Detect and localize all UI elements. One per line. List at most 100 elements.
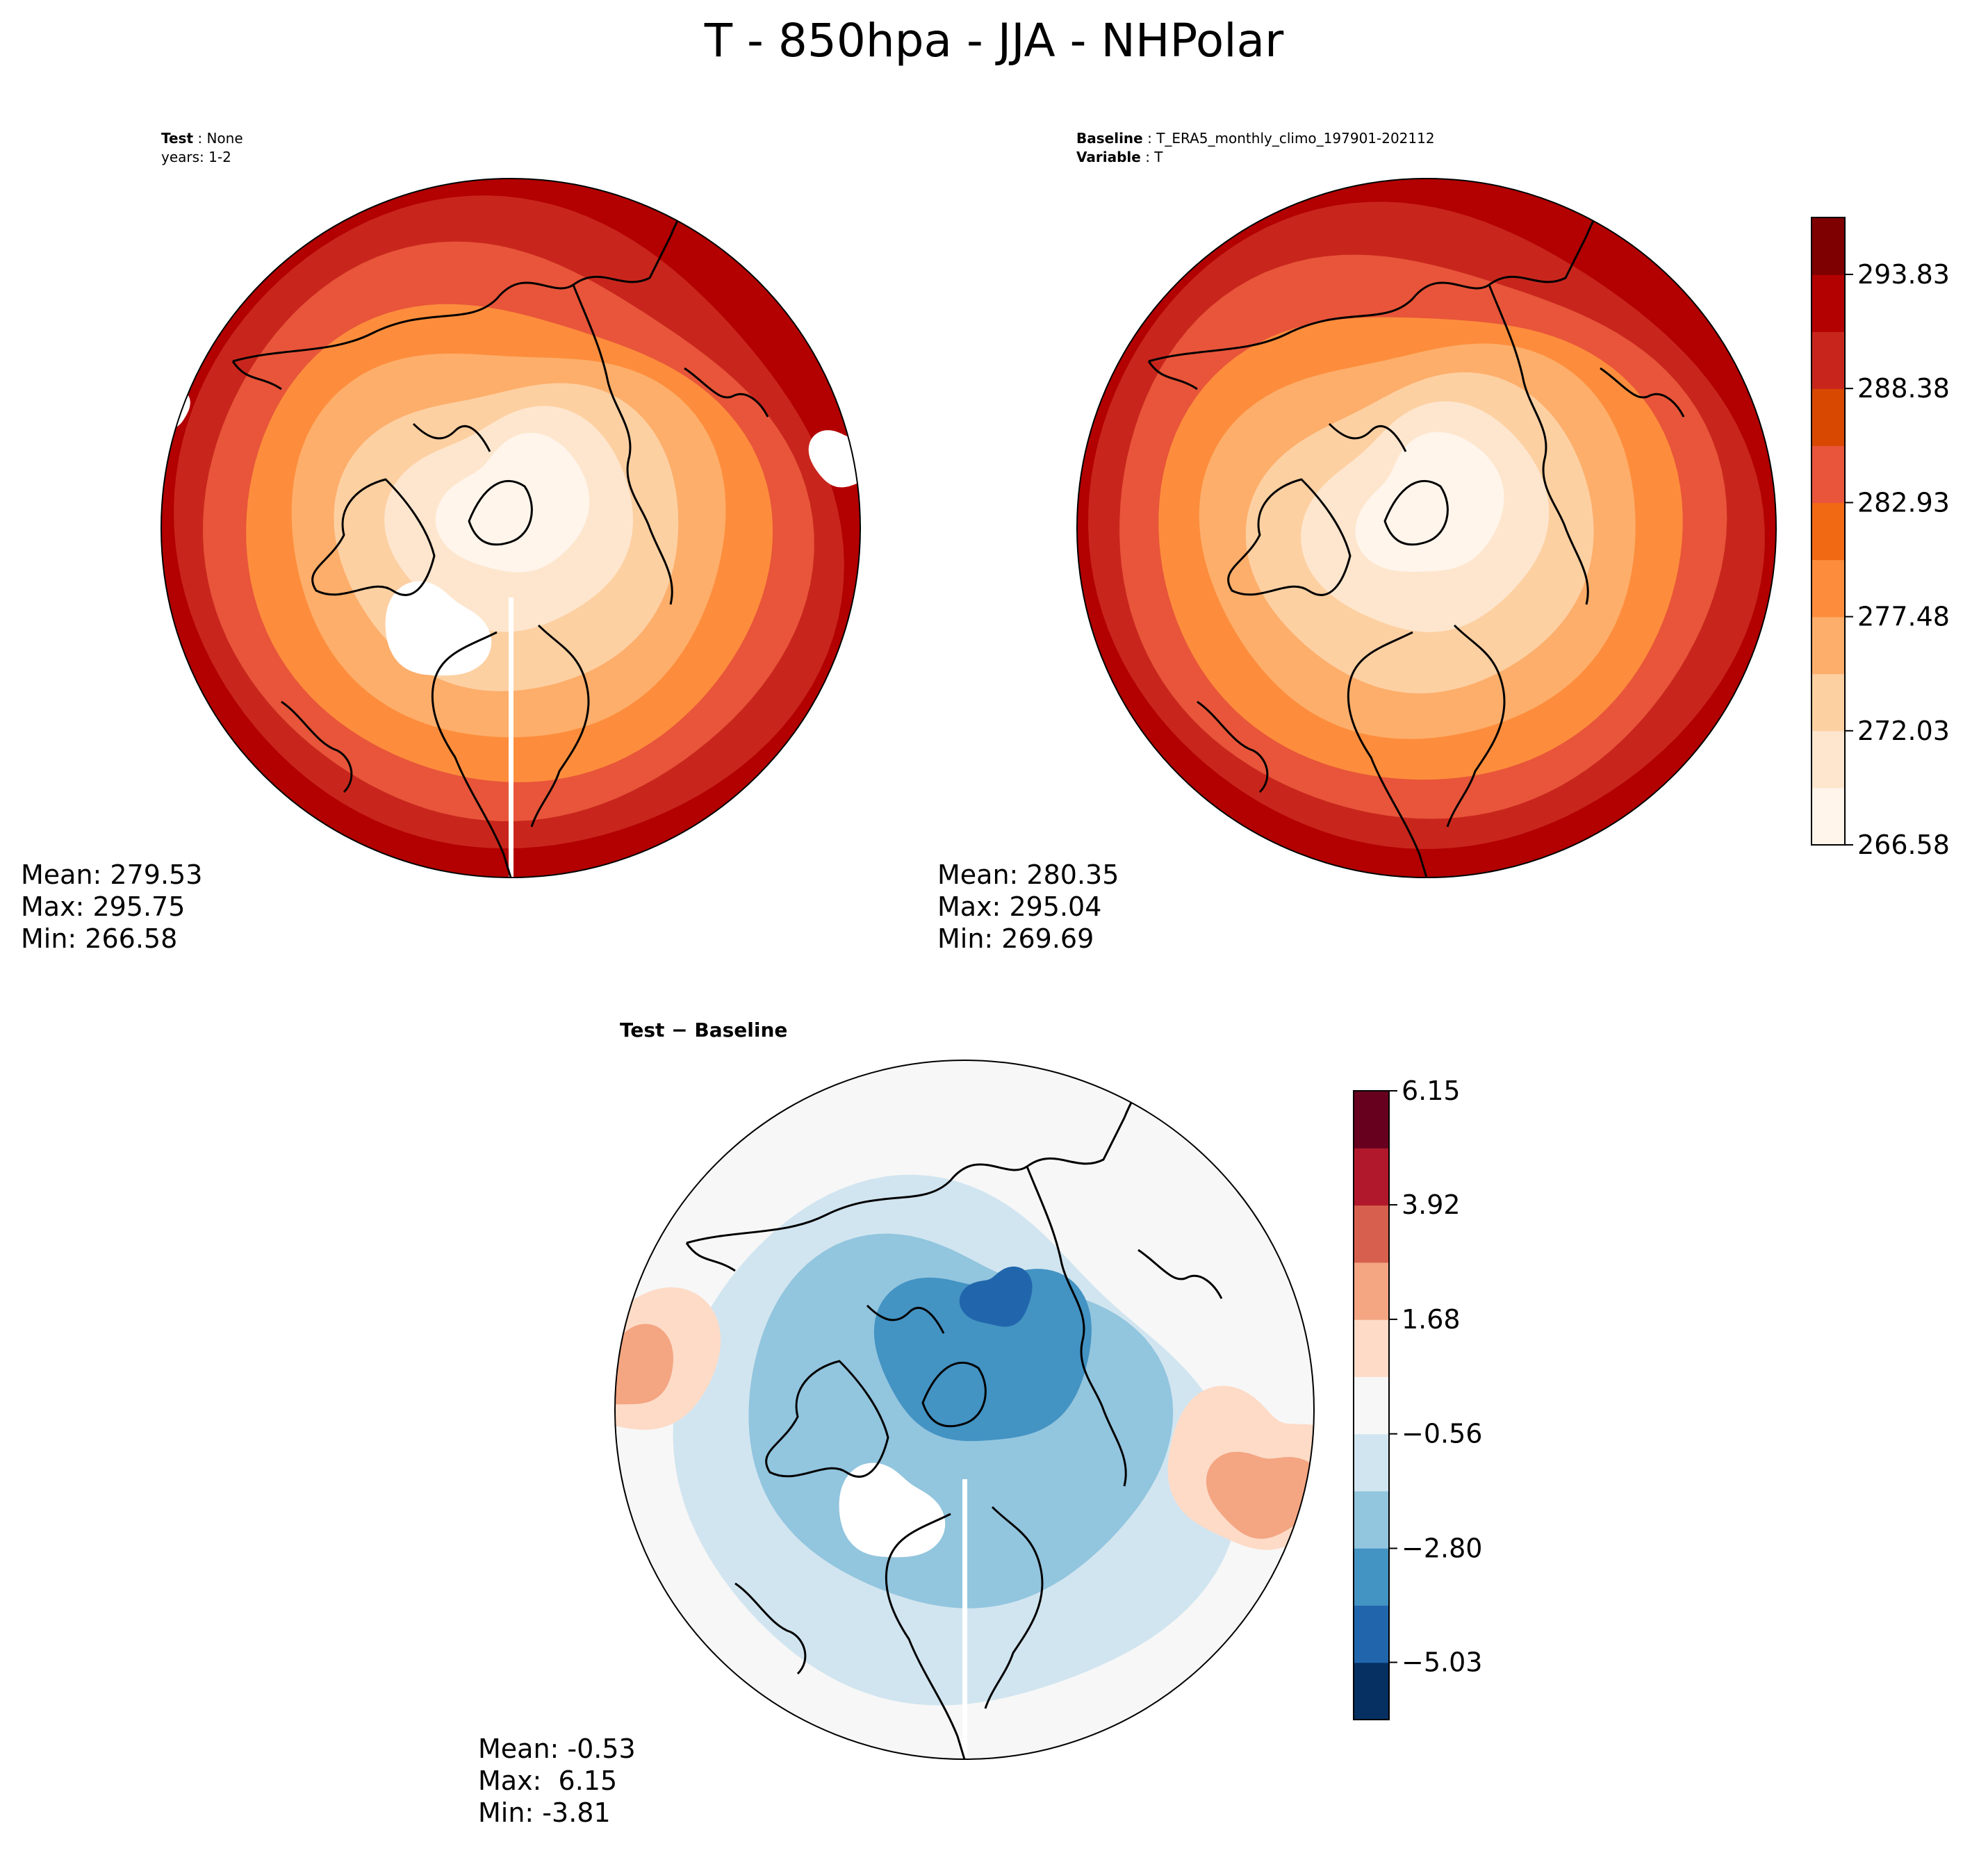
diff-contour-4	[959, 1266, 1033, 1327]
baseline-map-border	[1076, 178, 1777, 878]
test-mean: Mean: 279.53	[21, 859, 203, 890]
absolute-colorbar-level-10	[1812, 217, 1845, 275]
baseline-coastline-4	[1227, 478, 1352, 596]
test-max: Max: 295.75	[21, 891, 186, 922]
diff-colorbar-tick-label-2: 1.68	[1402, 1304, 1461, 1335]
diff-title: Test − Baseline	[620, 1019, 788, 1041]
absolute-colorbar-level-7	[1812, 388, 1845, 446]
test-coastline-5	[431, 631, 512, 878]
baseline-coastline-9	[1328, 422, 1407, 452]
absolute-colorbar-tick-label-0: 266.58	[1857, 830, 1950, 860]
test-coastline-8	[468, 479, 533, 546]
diff-min: Min: -3.81	[478, 1797, 611, 1828]
baseline-coastline-7	[1197, 700, 1269, 793]
absolute-colorbar: 266.58 272.03 277.48 282.93 288.38 293.83	[1811, 217, 1950, 860]
diff-coastline-8	[921, 1361, 987, 1428]
test-caption: Test : None years: 1-2	[161, 130, 243, 165]
baseline-map	[1076, 178, 1777, 878]
test-map-border	[161, 178, 861, 878]
baseline-coastline-10	[1600, 367, 1685, 418]
diff-colorbar-level-2	[1354, 1548, 1389, 1606]
absolute-colorbar-level-1	[1812, 730, 1845, 789]
diff-colorbar-level-8	[1354, 1205, 1389, 1263]
baseline-caption-label2: Variable	[1076, 149, 1141, 165]
diff-warm-east-core	[1206, 1451, 1314, 1539]
test-caption-years: years: 1-2	[161, 149, 231, 165]
diff-colorbar-level-3	[1354, 1490, 1389, 1549]
absolute-colorbar-tick-label-5: 293.83	[1857, 259, 1950, 290]
absolute-colorbar-tick-label-4: 288.38	[1857, 373, 1950, 404]
test-coastline-10	[684, 367, 769, 418]
test-stats: Mean: 279.53 Max: 295.75 Min: 266.58	[21, 859, 202, 955]
diff-coastline-9	[866, 1304, 945, 1334]
absolute-colorbar-level-3	[1812, 616, 1845, 675]
baseline-coastline-8	[1383, 479, 1449, 546]
difference-colorbar: 6.15 3.92 1.68 −0.56 −2.80 −5.03	[1353, 1076, 1482, 1720]
test-caption-label: Test	[161, 130, 194, 147]
diff-max: Max: 6.15	[478, 1765, 618, 1796]
diff-coastline-3	[1026, 1166, 1127, 1487]
diff-colorbar-tick-label-5: −5.03	[1402, 1647, 1482, 1678]
absolute-colorbar-outline	[1811, 217, 1846, 846]
baseline-max: Max: 295.04	[937, 891, 1102, 922]
diff-colorbar-level-10	[1354, 1091, 1389, 1148]
diff-map	[614, 1060, 1315, 1760]
diff-coastline-1	[686, 1060, 1174, 1244]
absolute-colorbar-level-5	[1812, 502, 1845, 561]
diff-colorbar-level-4	[1354, 1433, 1389, 1492]
baseline-coastline-5	[1347, 631, 1428, 878]
test-greenland-mask	[385, 581, 492, 676]
diff-colorbar-level-5	[1354, 1376, 1389, 1435]
test-coastline-3	[572, 284, 673, 605]
diff-colorbar-level-6	[1354, 1319, 1389, 1377]
absolute-colorbar-tick-label-1: 272.03	[1857, 716, 1950, 746]
test-coastline-9	[412, 422, 491, 452]
baseline-min: Min: 269.69	[937, 923, 1094, 954]
baseline-stats: Mean: 280.35 Max: 295.04 Min: 269.69	[937, 859, 1119, 955]
absolute-colorbar-level-0	[1812, 787, 1845, 846]
test-contour-7	[435, 433, 590, 573]
baseline-mean: Mean: 280.35	[937, 859, 1119, 890]
diff-stats: Mean: -0.53 Max: 6.15 Min: -3.81	[478, 1733, 636, 1829]
baseline-caption: Baseline : T_ERA5_monthly_climo_197901-2…	[1076, 130, 1435, 165]
test-coastline-6	[530, 624, 590, 827]
test-coastline-2	[231, 361, 282, 390]
baseline-caption-value: T_ERA5_monthly_climo_197901-202112	[1156, 130, 1435, 147]
test-missing-east	[808, 430, 860, 488]
diff-colorbar-tick-label-1: 3.92	[1402, 1189, 1461, 1220]
baseline-coastlines	[1147, 179, 1685, 878]
diff-warm-west-core	[615, 1324, 673, 1405]
absolute-colorbar-level-6	[1812, 445, 1845, 504]
diff-colorbar-tick-label-0: 6.15	[1402, 1076, 1461, 1106]
diff-colorbar-level-0	[1354, 1662, 1389, 1720]
diff-seam	[962, 1479, 967, 1759]
absolute-colorbar-level-2	[1812, 673, 1845, 732]
baseline-coastline-2	[1147, 361, 1198, 390]
diff-coastline-4	[765, 1360, 889, 1478]
diff-colorbar-outline	[1353, 1090, 1390, 1720]
test-coastline-7	[281, 700, 353, 793]
diff-coastline-2	[685, 1242, 736, 1272]
figure-title: T - 850hpa - JJA - NHPolar	[704, 14, 1284, 67]
baseline-coastline-3	[1488, 284, 1589, 605]
diff-coastline-10	[1137, 1249, 1223, 1299]
absolute-colorbar-tick-label-3: 282.93	[1857, 487, 1950, 518]
baseline-caption-label: Baseline	[1076, 130, 1143, 147]
baseline-coastline-1	[1148, 179, 1636, 363]
test-seam	[509, 598, 514, 878]
diff-map-border	[614, 1060, 1315, 1760]
diff-coastline-5	[885, 1513, 966, 1759]
baseline-coastline-6	[1446, 624, 1506, 827]
diff-colorbar-level-7	[1354, 1262, 1389, 1320]
diff-coastlines	[685, 1060, 1223, 1759]
test-coastline-1	[232, 179, 720, 363]
diff-colorbar-level-1	[1354, 1605, 1389, 1663]
diff-coastline-7	[734, 1582, 807, 1675]
test-coastlines	[231, 179, 769, 878]
test-map	[161, 178, 861, 878]
absolute-colorbar-level-9	[1812, 274, 1845, 332]
diff-colorbar-tick-label-4: −2.80	[1402, 1533, 1482, 1564]
diff-mean: Mean: -0.53	[478, 1733, 636, 1764]
baseline-caption-value2: T	[1154, 149, 1163, 165]
